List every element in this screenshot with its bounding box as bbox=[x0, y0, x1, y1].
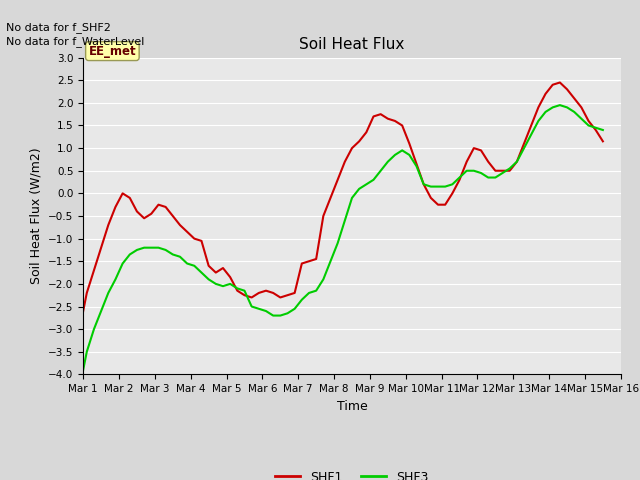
Text: No data for f_SHF2: No data for f_SHF2 bbox=[6, 22, 111, 33]
Text: No data for f_WaterLevel: No data for f_WaterLevel bbox=[6, 36, 145, 47]
Y-axis label: Soil Heat Flux (W/m2): Soil Heat Flux (W/m2) bbox=[29, 148, 42, 284]
Text: EE_met: EE_met bbox=[88, 45, 136, 58]
Title: Soil Heat Flux: Soil Heat Flux bbox=[300, 37, 404, 52]
X-axis label: Time: Time bbox=[337, 400, 367, 413]
Legend: SHF1, SHF3: SHF1, SHF3 bbox=[270, 466, 434, 480]
